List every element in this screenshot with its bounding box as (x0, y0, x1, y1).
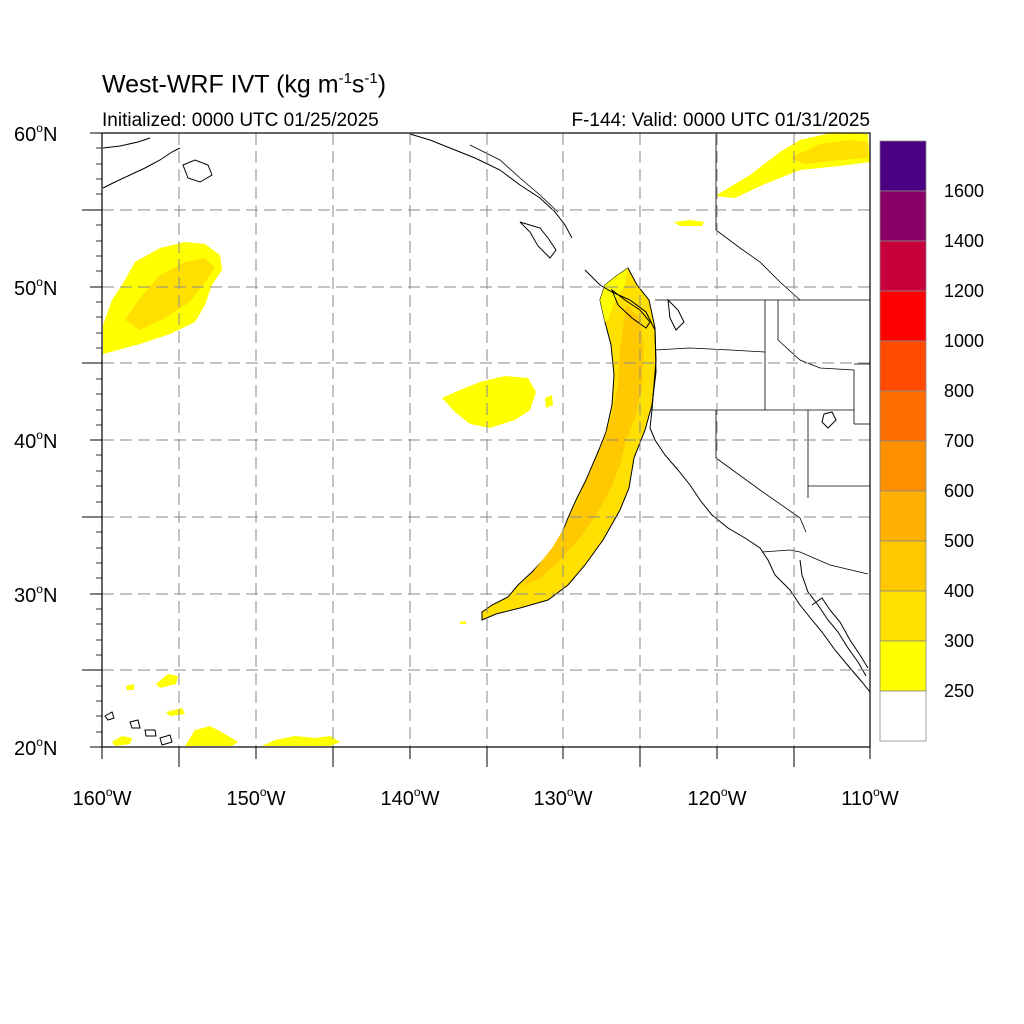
ivt-hawaii-3 (126, 684, 134, 690)
latitude-labels: 60oN 50oN 40oN 30oN 20oN (14, 121, 57, 760)
colorbar-swatch (879, 640, 927, 692)
colorbar-swatch (879, 240, 927, 292)
ivt-shading (103, 132, 870, 746)
great-salt-lake (821, 411, 837, 429)
colorbar-label-250: 250 (944, 681, 974, 701)
map-title: West-WRF IVT (kg m-1s-1) (102, 70, 387, 99)
colorbar-swatch (879, 440, 927, 492)
colorbar-swatch (879, 340, 927, 392)
axis-ticks (82, 132, 871, 767)
longitude-labels: 160oW 150oW 140oW 130oW 120oW 110oW (73, 785, 899, 810)
puget-sound (667, 298, 685, 331)
ivt-hawaii-2 (156, 674, 178, 688)
atmospheric-river-core (522, 305, 644, 586)
colorbar-label-1000: 1000 (944, 331, 984, 351)
hawaii-island-2 (129, 719, 141, 729)
gulf-of-alaska-coast (409, 133, 573, 239)
lon-label-130: 130oW (534, 785, 593, 810)
lon-label-120: 120oW (688, 785, 747, 810)
map-gridlines (102, 133, 870, 747)
initialized-time: Initialized: 0000 UTC 01/25/2025 (102, 110, 379, 131)
nevada-california-border (715, 410, 807, 533)
vancouver-island (610, 288, 651, 329)
ivt-hawaii-5 (185, 726, 238, 746)
ivt-blob-central-pacific (442, 376, 536, 428)
lon-label-150: 150oW (227, 785, 286, 810)
colorbar-label-1200: 1200 (944, 281, 984, 301)
lat-label-50: 50oN (14, 275, 57, 300)
bc-alberta-border (715, 134, 801, 301)
atmospheric-river-plume (481, 267, 657, 621)
se-alaska-islands (519, 221, 557, 259)
colorbar-label-300: 300 (944, 631, 974, 651)
montana-border (777, 300, 855, 424)
colorbar-label-700: 700 (944, 431, 974, 451)
colorbar-swatch (879, 190, 927, 242)
lat-label-30: 30oN (14, 582, 57, 607)
colorbar-swatch (879, 140, 927, 192)
lon-label-110: 110oW (841, 785, 899, 810)
colorbar-swatch (879, 490, 927, 542)
colorbar-label-400: 400 (944, 581, 974, 601)
colorbar-swatch (879, 590, 927, 642)
colorbar-label-600: 600 (944, 481, 974, 501)
alaska-canada-border (469, 144, 559, 213)
ivt-hawaii-1 (112, 736, 132, 746)
ivt-speck-canada (674, 220, 704, 226)
lon-label-140: 140oW (381, 785, 440, 810)
alaska-peninsula-coast (102, 147, 181, 189)
colorbar-swatch (879, 540, 927, 592)
alaska-coast-upper (102, 137, 151, 149)
colorbar-swatch (879, 290, 927, 342)
ivt-speck-30n (460, 621, 466, 624)
lon-label-160: 160oW (73, 785, 132, 810)
ivt-blob-north-pacific-core (125, 258, 215, 330)
washington-oregon-border (654, 347, 766, 353)
colorbar: 1600 1400 1200 1000 800 700 600 500 400 … (879, 140, 984, 742)
lat-label-60: 60oN (14, 121, 57, 146)
colorbar-label-500: 500 (944, 531, 974, 551)
ivt-hawaii-6 (262, 736, 340, 746)
hawaii-island-4 (159, 734, 173, 746)
colorbar-boxes (879, 140, 927, 742)
ivt-blob-central-pacific-small (545, 395, 553, 408)
colorbar-swatch (879, 690, 927, 742)
coastlines (102, 133, 871, 746)
axis-minor-ticks (96, 147, 102, 733)
lat-label-20: 20oN (14, 735, 57, 760)
colorbar-label-1600: 1600 (944, 181, 984, 201)
west-coast-north-america (584, 269, 871, 693)
political-borders (469, 134, 870, 575)
colorbar-labels: 1600 1400 1200 1000 800 700 600 500 400 … (944, 181, 984, 701)
us-mexico-border (761, 549, 869, 575)
colorbar-label-800: 800 (944, 381, 974, 401)
ivt-band-canada-core (790, 140, 868, 164)
lat-label-40: 40oN (14, 428, 57, 453)
baja-inner-coast (799, 559, 867, 677)
gulf-of-california-coast (811, 597, 869, 669)
colorbar-label-1400: 1400 (944, 231, 984, 251)
valid-time: F-144: Valid: 0000 UTC 01/31/2025 (571, 110, 870, 131)
hawaii-island-3 (144, 729, 157, 737)
ivt-hawaii-4 (166, 708, 185, 716)
colorbar-swatch (879, 390, 927, 442)
kodiak-island (182, 159, 213, 183)
hawaii-island-1 (104, 711, 115, 721)
